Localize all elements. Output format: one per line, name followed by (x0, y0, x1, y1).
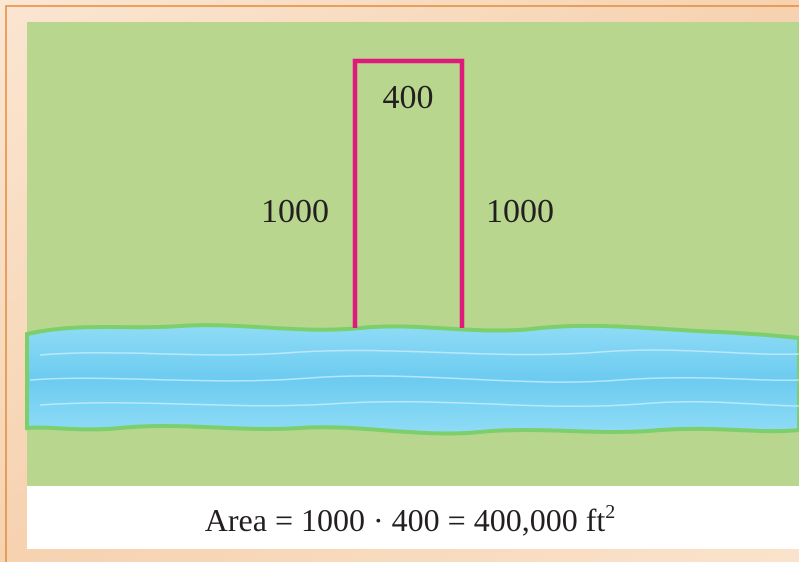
right-length-label: 1000 (486, 193, 554, 230)
width-label: 400 (383, 79, 434, 116)
caption-superscript: 2 (605, 501, 615, 523)
caption-text: Area = 1000 · 400 = 400,000 ft (205, 502, 606, 538)
diagram: 400 1000 1000 Area = 1000 · 400 = 400,00… (0, 0, 799, 562)
area-caption: Area = 1000 · 400 = 400,000 ft2 (205, 501, 615, 538)
left-length-label: 1000 (261, 193, 329, 230)
page: 400 1000 1000 Area = 1000 · 400 = 400,00… (0, 0, 799, 562)
